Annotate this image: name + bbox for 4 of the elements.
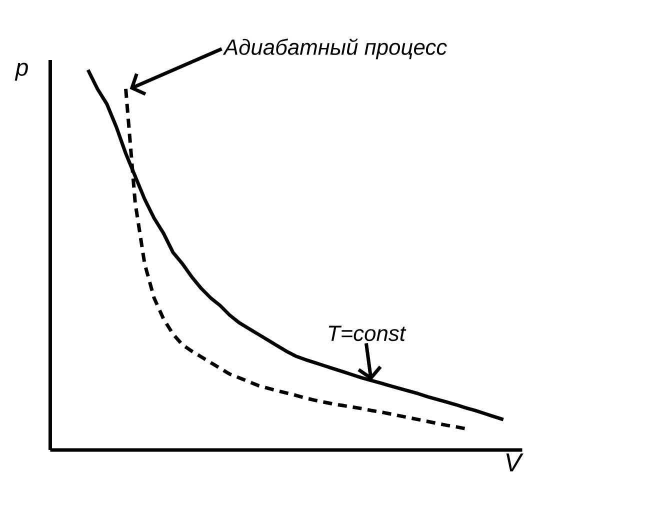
y-axis-title: p <box>14 62 28 81</box>
x-axis-title: V <box>506 454 524 472</box>
text: Адиабатный процесс <box>222 38 447 60</box>
annotation: T=const <box>328 326 406 342</box>
